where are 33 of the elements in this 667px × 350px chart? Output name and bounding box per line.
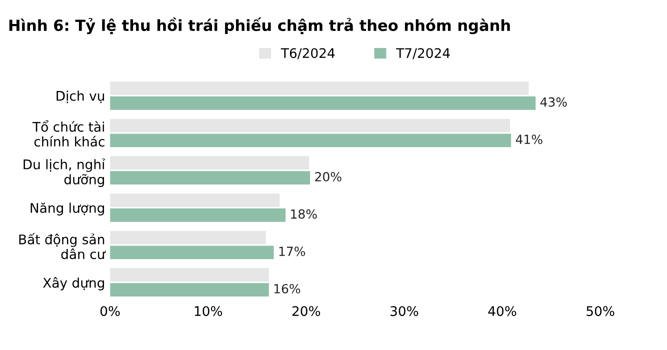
bar xyxy=(110,208,286,222)
y-tick-label: Xây dựng xyxy=(42,277,104,290)
y-tick-label: Du lịch, nghỉ dưỡng xyxy=(24,158,105,187)
legend-label: T6/2024 xyxy=(280,48,335,60)
x-tick-label: 0% xyxy=(100,306,120,316)
legend-label: T7/2024 xyxy=(396,48,450,60)
y-tick-label: Năng lượng xyxy=(30,202,104,216)
data-label: 20% xyxy=(315,172,342,182)
data-label: 18% xyxy=(291,209,317,219)
y-tick-label: Dịch vụ xyxy=(56,90,104,104)
bar xyxy=(110,268,269,282)
bar xyxy=(110,134,512,148)
x-tick-label: 30% xyxy=(390,306,418,316)
y-tick-label: Bất động sản dân cư xyxy=(19,233,106,260)
data-label: 16% xyxy=(274,284,300,294)
x-tick-label: 40% xyxy=(488,306,516,316)
bar xyxy=(110,96,536,110)
x-tick-label: 10% xyxy=(194,306,222,316)
bar xyxy=(110,246,274,260)
chart-title: Hình 6: Tỷ lệ thu hồi trái phiếu chậm trả theo nhóm ngành xyxy=(9,18,510,34)
bar xyxy=(110,283,269,297)
data-label: 41% xyxy=(516,134,542,144)
bar xyxy=(110,230,266,244)
bar xyxy=(110,193,280,207)
data-label: 43% xyxy=(540,97,567,107)
data-label: 17% xyxy=(279,246,306,256)
x-tick-label: 20% xyxy=(292,306,320,316)
bar xyxy=(110,171,310,185)
y-tick-label: Tổ chức tài chính khác xyxy=(32,120,104,147)
x-tick-label: 50% xyxy=(586,306,614,316)
bar xyxy=(110,81,529,95)
bar xyxy=(110,118,510,132)
bar xyxy=(110,156,310,170)
